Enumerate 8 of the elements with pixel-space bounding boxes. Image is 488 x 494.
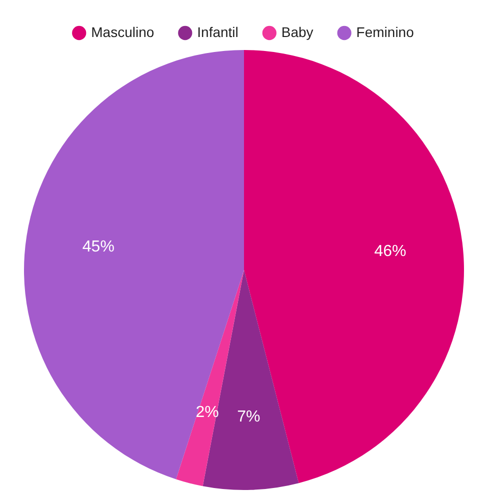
legend-label: Infantil: [197, 24, 238, 40]
data-label: 45%: [82, 238, 114, 256]
legend-label: Masculino: [91, 24, 154, 40]
data-label: 46%: [374, 242, 406, 260]
legend-label: Feminino: [356, 24, 414, 40]
legend-label: Baby: [281, 24, 314, 40]
data-label: 7%: [237, 408, 260, 426]
data-label: 2%: [196, 404, 219, 422]
